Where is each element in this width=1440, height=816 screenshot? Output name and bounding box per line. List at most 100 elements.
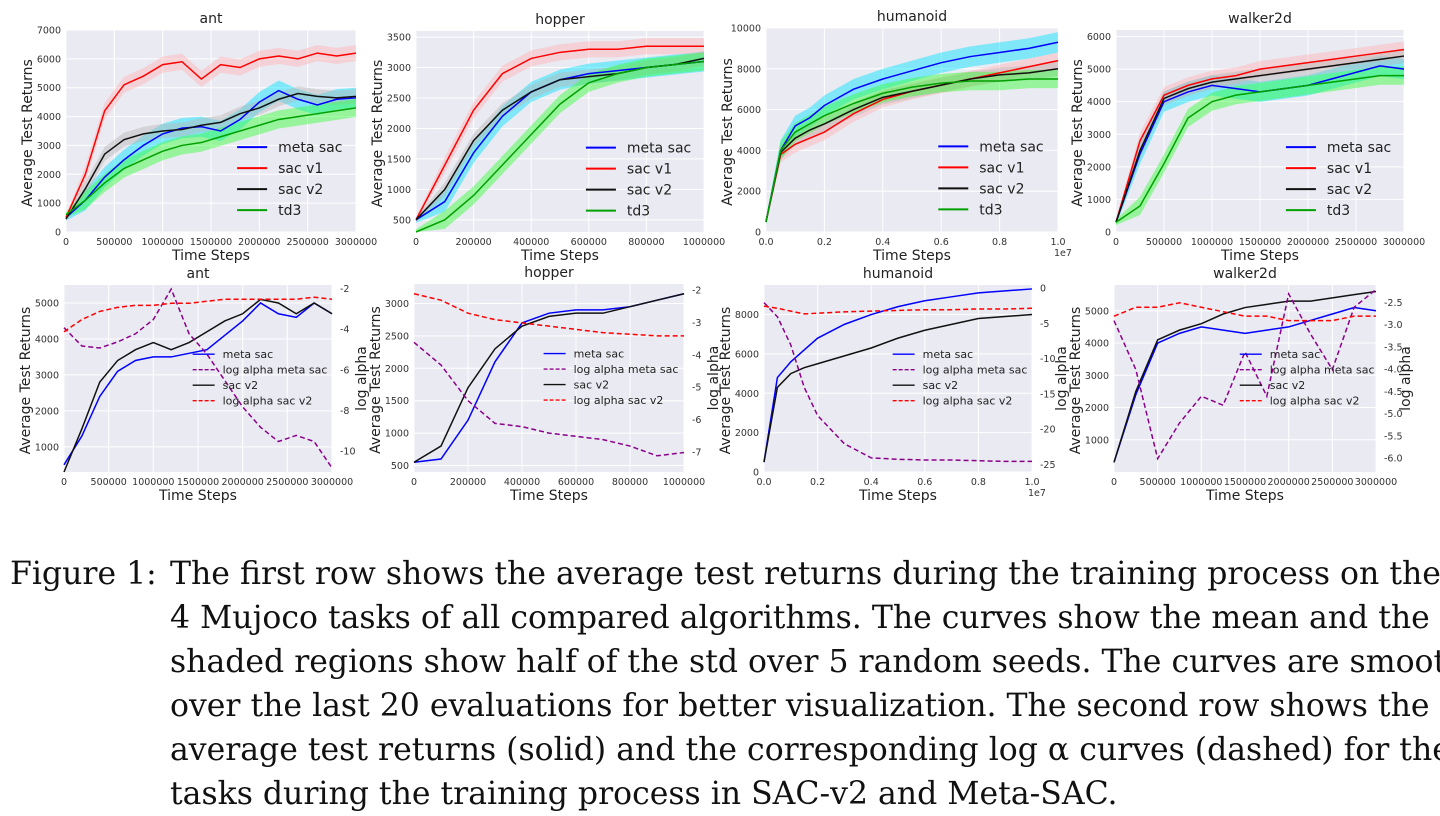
std-band-sac-v2 xyxy=(1116,48,1404,225)
series-line-meta-sac xyxy=(63,302,333,466)
chart-hopper-log-alpha: 0 200000 400000 600000 800000 1000000 500 1000 1… xyxy=(368,265,722,504)
series-line-sac-v2 xyxy=(763,313,1033,463)
caption-line: average test returns (solid) and the cor… xyxy=(170,732,1440,768)
chart-title: walker2d xyxy=(1213,266,1277,282)
y-tick-label: 10000 xyxy=(731,24,761,35)
y2-tick-label: -10 xyxy=(340,447,356,458)
std-band-meta-sac xyxy=(1116,55,1404,226)
chart-title: walker2d xyxy=(1228,11,1292,27)
caption-text: The first row shows the average test ret… xyxy=(170,552,1440,816)
x-tick-label: 0 xyxy=(1113,237,1119,248)
y-tick-label: 0 xyxy=(1105,228,1111,239)
x-tick-label: 3000000 xyxy=(1355,477,1397,488)
x-tick-label: 1500000 xyxy=(1239,237,1281,248)
y-tick-label: 5000 xyxy=(1087,65,1111,76)
x-tick-label: 0.6 xyxy=(917,477,932,488)
legend-label: log alpha meta sac xyxy=(923,364,1028,377)
y-tick-label: 6000 xyxy=(737,105,761,116)
series-line-sac-v2 xyxy=(1113,290,1377,463)
x-tick-label: 200000 xyxy=(455,237,491,248)
x-tick-label: 1500000 xyxy=(177,477,219,488)
legend-label: log alpha meta sac xyxy=(1270,364,1375,377)
x-tick-label: 500000 xyxy=(96,237,132,248)
legend-label: log alpha meta sac xyxy=(223,364,328,377)
x-axis-label: Time Steps xyxy=(509,488,588,504)
x-tick-label: 800000 xyxy=(628,237,664,248)
x-tick-label: 0.2 xyxy=(817,237,832,248)
x-tick-label: 0.8 xyxy=(971,477,986,488)
caption-line: 4 Mujoco tasks of all compared algorithm… xyxy=(170,600,1430,636)
x-tick-label: 500000 xyxy=(1146,237,1182,248)
series-line-log-alpha-meta-sac xyxy=(413,341,685,457)
y-axis-label: Average Test Returns xyxy=(20,59,36,207)
std-band-meta-sac xyxy=(66,80,356,221)
std-band-sac-v2 xyxy=(66,86,356,222)
x-axis-label: Time Steps xyxy=(858,488,937,504)
series-line-td3 xyxy=(415,60,705,233)
y-tick-label: 5000 xyxy=(1085,306,1109,317)
legend-label: log alpha sac v2 xyxy=(574,394,664,407)
y2-tick-label: -2 xyxy=(692,285,701,296)
caption-line: over the last 20 evaluations for better … xyxy=(170,688,1430,724)
y-tick-label: 2000 xyxy=(35,406,59,417)
y-tick-label: 1000 xyxy=(387,185,411,196)
legend-label: meta sac xyxy=(627,141,691,157)
series-line-td3 xyxy=(1115,74,1404,223)
series-line-sac-v2 xyxy=(1115,55,1405,223)
x-tick-label: 1500000 xyxy=(190,237,232,248)
x-axis-label: Time Steps xyxy=(1205,488,1284,504)
legend-label: meta sac xyxy=(923,348,974,361)
y-axis-label: Average Test Returns xyxy=(18,307,34,455)
legend-label: meta sac xyxy=(979,139,1043,155)
series-line-sac-v2 xyxy=(413,292,685,463)
series-line-log-alpha-meta-sac xyxy=(763,302,1032,463)
x-tick-label: 2000000 xyxy=(1268,477,1310,488)
y-tick-label: 4000 xyxy=(1085,339,1109,350)
y-tick-label: 2000 xyxy=(385,364,409,375)
x-tick-label: 2500000 xyxy=(287,237,329,248)
x-tick-label: 0.0 xyxy=(756,477,771,488)
legend-label: log alpha meta sac xyxy=(574,363,679,376)
y-tick-label: 2500 xyxy=(385,331,409,342)
x-tick-label: 2000000 xyxy=(1287,237,1329,248)
y-tick-label: 2000 xyxy=(1087,162,1111,173)
legend-label: sac v2 xyxy=(627,183,672,199)
y-tick-label: 0 xyxy=(755,228,761,239)
caption-line: The first row shows the average test ret… xyxy=(170,556,1440,592)
series-line-meta-sac xyxy=(1113,306,1377,463)
x-tick-label: 800000 xyxy=(612,477,648,488)
x-tick-label: 1000000 xyxy=(683,237,725,248)
x-tick-label: 0 xyxy=(61,477,67,488)
series-line-log-alpha-sac-v2 xyxy=(763,305,1033,315)
figure-caption: Figure 1: The first row shows the averag… xyxy=(10,552,1440,816)
y-tick-label: 3000 xyxy=(1087,130,1111,141)
x-tick-label: 1000000 xyxy=(132,477,174,488)
y2-tick-label: -4.0 xyxy=(1384,365,1403,376)
series-line-sac-v1 xyxy=(1115,48,1405,223)
chart-title: ant xyxy=(200,11,223,27)
std-band-sac-v2 xyxy=(416,51,704,222)
legend-label: meta sac xyxy=(223,348,274,361)
x-axis-label: Time Steps xyxy=(520,248,599,264)
std-band-sac-v2 xyxy=(766,61,1058,224)
x-scale-label: 1e7 xyxy=(1028,488,1046,499)
chart-title: ant xyxy=(187,266,210,282)
legend-label: log alpha sac v2 xyxy=(223,395,313,408)
y-tick-label: 1500 xyxy=(387,154,411,165)
x-tick-label: 500000 xyxy=(1140,477,1176,488)
legend-label: sac v2 xyxy=(1327,182,1372,198)
chart-walker2d-returns: 0 500000 1000000 1500000 2000000 2500000 30000… xyxy=(1070,11,1425,264)
y2-tick-label: -3.0 xyxy=(1384,320,1403,331)
x-tick-label: 0.0 xyxy=(758,237,773,248)
legend-label: td3 xyxy=(278,203,301,219)
legend-label: sac v2 xyxy=(1270,379,1306,392)
y2-tick-label: -25 xyxy=(1040,460,1056,471)
y2-tick-label: -5 xyxy=(1040,319,1049,330)
chart-title: humanoid xyxy=(877,9,947,25)
y2-tick-label: -5 xyxy=(692,383,701,394)
series-line-log-alpha-meta-sac xyxy=(63,287,333,469)
y2-axis-label: log alpha xyxy=(354,346,370,411)
x-tick-label: 500000 xyxy=(91,477,127,488)
y-tick-label: 8000 xyxy=(737,64,761,75)
y-tick-label: 3000 xyxy=(35,370,59,381)
